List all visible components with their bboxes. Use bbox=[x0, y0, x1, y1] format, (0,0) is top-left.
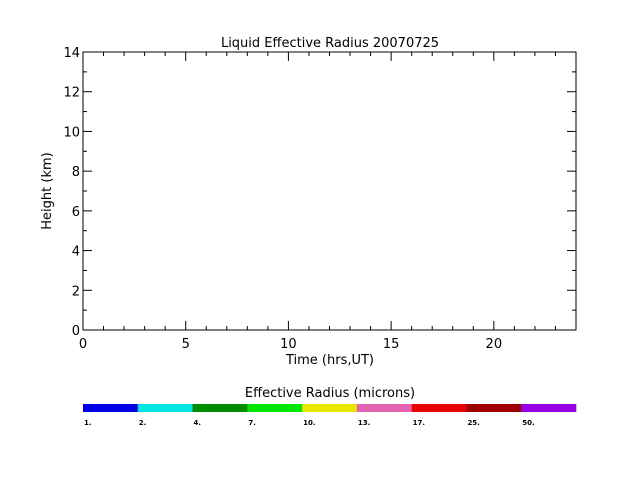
colorbar-segment bbox=[83, 404, 139, 412]
y-axis-label: Height (km) bbox=[40, 152, 55, 229]
x-tick-label: 10 bbox=[280, 337, 297, 352]
colorbar-tick-label: 50. bbox=[522, 419, 534, 427]
colorbar-segment bbox=[356, 404, 412, 412]
colorbar-segment bbox=[192, 404, 248, 412]
y-tick-label: 6 bbox=[72, 205, 80, 220]
y-tick-label: 10 bbox=[63, 125, 80, 140]
x-tick-label: 0 bbox=[79, 337, 87, 352]
x-axis: 0 5 10 15 20 bbox=[79, 52, 577, 352]
colorbar-tick-label: 17. bbox=[413, 419, 425, 427]
colorbar-segment bbox=[137, 404, 193, 412]
y-tick-label: 2 bbox=[72, 284, 80, 299]
y-tick-label: 14 bbox=[63, 46, 80, 61]
plot-area bbox=[82, 51, 577, 331]
colorbar-segment bbox=[521, 404, 577, 412]
y-axis: 0 2 4 6 8 10 12 14 bbox=[63, 46, 576, 339]
x-tick-label: 15 bbox=[383, 337, 400, 352]
colorbar-tick-label: 25. bbox=[467, 419, 479, 427]
colorbar: 1. 2. 4. 7. 10. 13. 17. 25. 50. bbox=[83, 404, 577, 427]
colorbar-tick-label: 2. bbox=[139, 419, 147, 427]
x-tick-label: 5 bbox=[182, 337, 190, 352]
colorbar-segment bbox=[302, 404, 358, 412]
colorbar-segment bbox=[411, 404, 467, 412]
colorbar-title: Effective Radius (microns) bbox=[245, 386, 415, 401]
colorbar-tick-label: 1. bbox=[84, 419, 92, 427]
x-axis-label: Time (hrs,UT) bbox=[285, 353, 374, 368]
y-tick-label: 4 bbox=[72, 245, 80, 260]
colorbar-tick-label: 7. bbox=[248, 419, 256, 427]
y-tick-label: 8 bbox=[72, 165, 80, 180]
colorbar-tick-label: 13. bbox=[358, 419, 370, 427]
y-tick-label: 12 bbox=[63, 86, 80, 101]
chart-title: Liquid Effective Radius 20070725 bbox=[221, 36, 439, 51]
colorbar-tick-label: 10. bbox=[303, 419, 315, 427]
colorbar-tick-label: 4. bbox=[194, 419, 202, 427]
colorbar-segment bbox=[466, 404, 522, 412]
colorbar-segment bbox=[247, 404, 303, 412]
y-tick-label: 0 bbox=[72, 324, 80, 339]
x-tick-label: 20 bbox=[486, 337, 503, 352]
